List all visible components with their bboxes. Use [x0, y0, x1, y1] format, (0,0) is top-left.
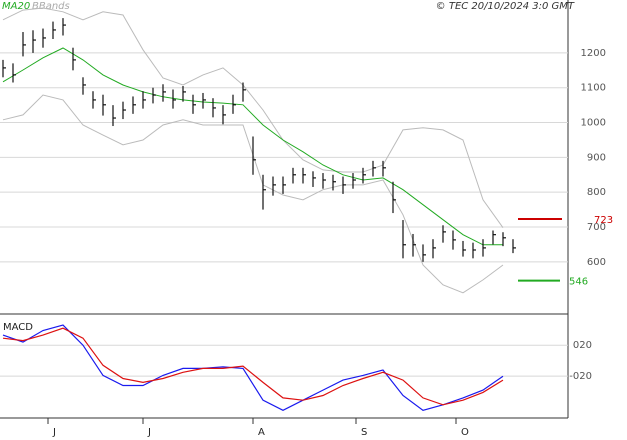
y-tick-label: 1000	[581, 118, 606, 129]
credit: © TEC 20/10/2024 3:0 GMT	[436, 1, 575, 12]
macd-line	[2, 324, 504, 411]
x-tick-label: A	[258, 427, 265, 438]
x-tick-label: J	[52, 427, 56, 438]
ma20-line	[2, 47, 503, 246]
y-tick-label: 1100	[581, 83, 606, 94]
y-tick-label: 600	[587, 257, 606, 268]
y-tick-label: 700	[587, 222, 606, 233]
legend-ma20: MA20	[2, 1, 30, 12]
level-label: 546	[569, 277, 588, 288]
level-label: 723	[594, 215, 613, 226]
y-tick-label: -020	[569, 371, 592, 382]
x-tick-label: J	[147, 427, 151, 438]
bband-upper	[2, 7, 504, 228]
y-tick-label: 020	[573, 340, 592, 351]
x-tick-label: O	[461, 427, 469, 438]
legend-bbands: BBands	[32, 1, 70, 12]
y-tick-label: 800	[587, 187, 606, 198]
macd-line	[2, 327, 504, 406]
y-tick-label: 1200	[581, 48, 606, 59]
x-tick-label: S	[361, 427, 367, 438]
y-tick-label: 900	[587, 152, 606, 163]
macd-title: MACD	[3, 322, 33, 333]
